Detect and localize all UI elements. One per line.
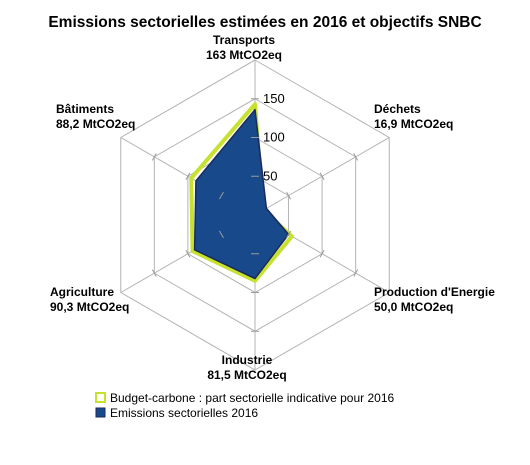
axis-value: 81,5 MtCO2eq	[207, 368, 286, 382]
axis-name: Déchets	[374, 102, 421, 116]
axis-label-agriculture: Agriculture 90,3 MtCO2eq	[50, 285, 129, 314]
axis-name: Agriculture	[50, 285, 114, 299]
tick-mark	[353, 269, 359, 277]
axis-label-transports: Transports 163 MtCO2eq	[206, 33, 282, 62]
tick-mark	[319, 172, 325, 180]
legend-label-emissions: Emissions sectorielles 2016	[110, 406, 258, 420]
tick-label-50: 50	[263, 168, 277, 183]
chart-title: Emissions sectorielles estimées en 2016 …	[48, 14, 481, 31]
axis-label-dechets: Déchets 16,9 MtCO2eq	[374, 102, 453, 131]
legend-swatch-emissions	[95, 407, 106, 418]
legend-label-budget: Budget-carbone : part sectorielle indica…	[110, 391, 395, 405]
tick-label-150: 150	[263, 91, 285, 106]
tick-mark	[219, 230, 224, 239]
legend: Budget-carbone : part sectorielle indica…	[95, 391, 395, 420]
axis-value: 163 MtCO2eq	[206, 48, 282, 62]
axis-value: 90,3 MtCO2eq	[50, 300, 129, 314]
legend-swatch-budget	[95, 392, 106, 403]
axis-value: 50,0 MtCO2eq	[374, 300, 453, 314]
axis-name: Transports	[213, 33, 275, 47]
tick-labels: 50 100 150	[263, 91, 285, 184]
tick-mark	[219, 191, 224, 200]
axis-name: Industrie	[222, 353, 273, 367]
tick-mark	[185, 250, 191, 258]
tick-mark	[151, 153, 157, 161]
tick-mark	[185, 172, 191, 180]
tick-label-100: 100	[263, 130, 285, 145]
axis-name: Bâtiments	[56, 102, 114, 116]
series-polygon-1	[193, 108, 290, 280]
tick-mark	[286, 230, 291, 239]
axis-value: 88,2 MtCO2eq	[56, 117, 135, 131]
axis-label-industrie: Industrie 81,5 MtCO2eq	[207, 353, 286, 382]
axis-label-batiments: Bâtiments 88,2 MtCO2eq	[56, 102, 135, 131]
tick-mark	[286, 191, 291, 200]
series-layer	[151, 98, 359, 332]
tick-mark	[353, 153, 359, 161]
tick-mark	[319, 250, 325, 258]
axis-label-production-energie: Production d'Energie 50,0 MtCO2eq	[374, 285, 495, 314]
axis-name: Production d'Energie	[374, 285, 495, 299]
tick-mark	[151, 269, 157, 277]
axis-value: 16,9 MtCO2eq	[374, 117, 453, 131]
